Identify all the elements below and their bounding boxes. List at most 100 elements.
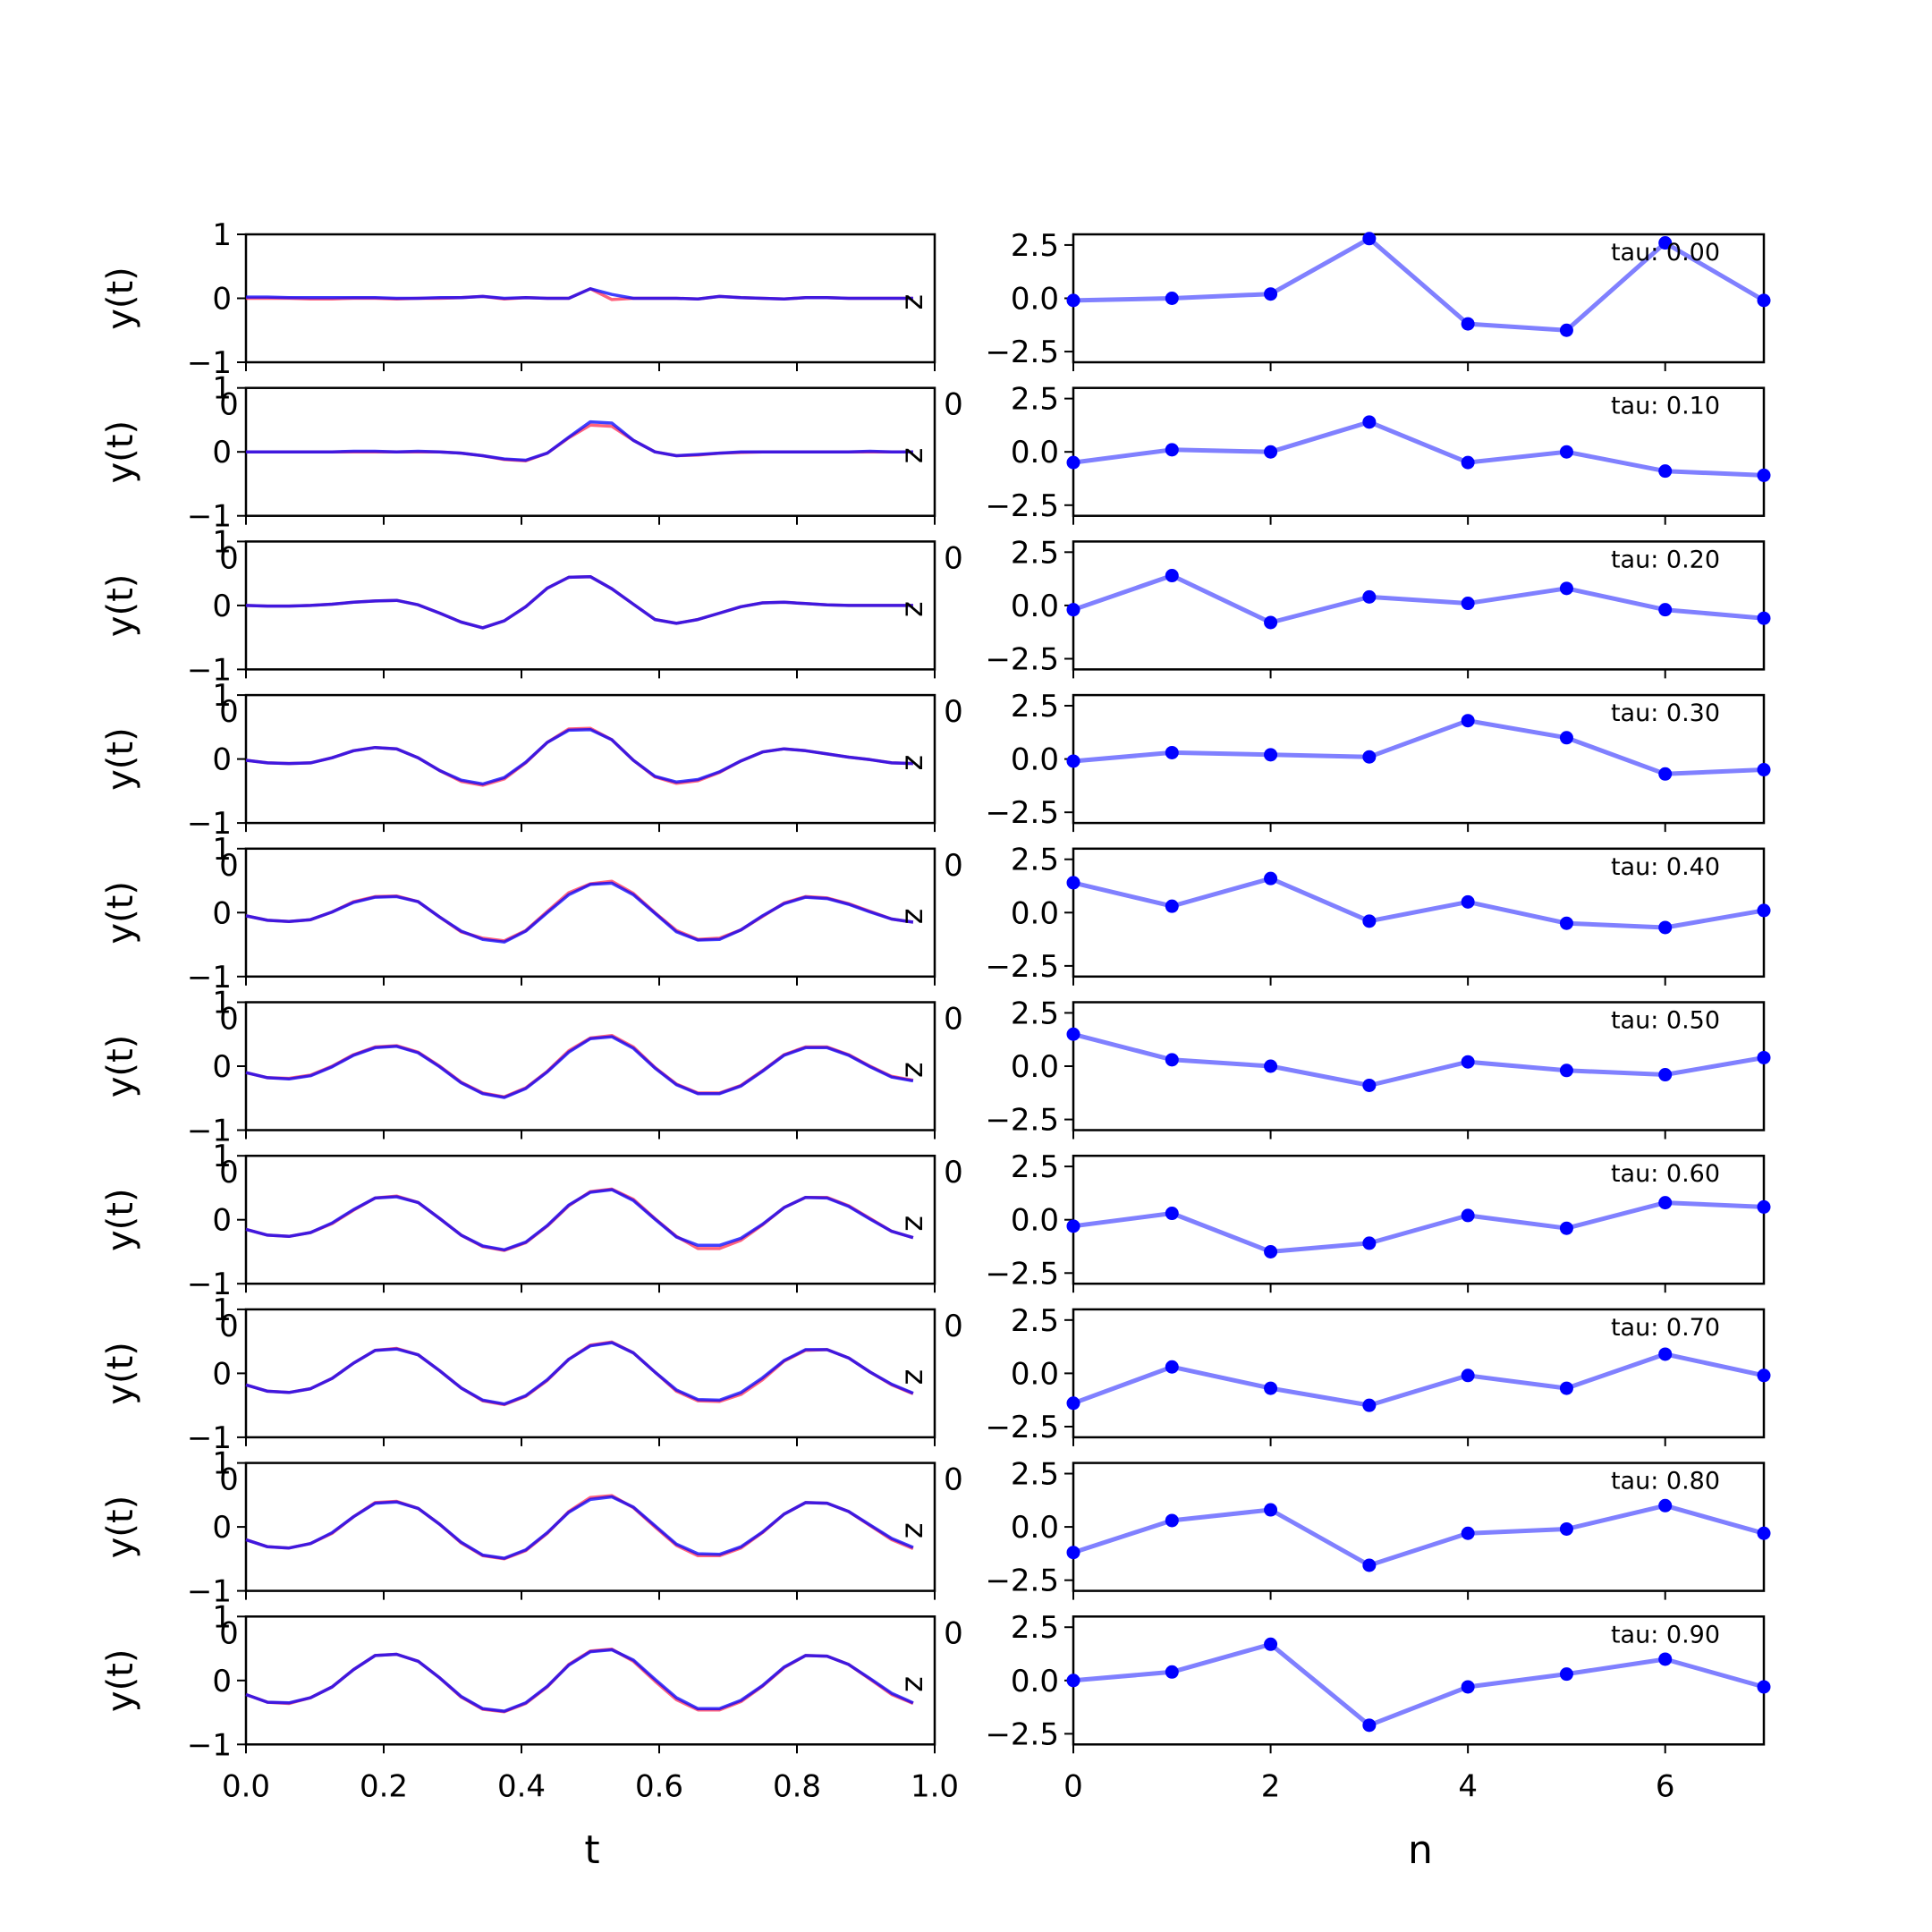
right-ytick-label: −2.5 [985, 1563, 1059, 1599]
coefficient-point [1066, 603, 1080, 617]
coefficient-line [1072, 236, 1766, 333]
coefficient-point [1559, 1667, 1573, 1682]
coefficient-point [1461, 1680, 1475, 1694]
right-ytick-label: 2.5 [1011, 843, 1059, 878]
left-ytick-label: −1 [187, 499, 232, 535]
coefficient-point [1362, 1078, 1377, 1092]
coefficient-point [1658, 603, 1673, 617]
prediction-line [245, 727, 913, 786]
coefficient-point [1559, 1221, 1573, 1235]
right-panel-6: 2.5 0.0 −2.5 tau: 0.60 [985, 1149, 1771, 1293]
coefficient-point [1264, 1503, 1278, 1517]
overlap-tick-label: 0 [219, 1309, 239, 1344]
left-y-axis-label: y(t) [100, 267, 141, 330]
right-panel-0: 2.5 0.0 −2.5 tau: 0.00 [985, 228, 1771, 371]
left-ytick-label: 1 [212, 986, 232, 1021]
coefficient-point [1757, 763, 1771, 777]
coefficient-line [1072, 573, 1765, 625]
left-ytick-label: 0 [212, 1664, 232, 1699]
coefficient-point [1658, 464, 1673, 479]
coefficient-point [1264, 445, 1278, 459]
coefficient-line [1072, 876, 1765, 930]
right-panel-4: 2.5 0.0 −2.5 tau: 0.40 [985, 843, 1771, 986]
coefficient-line [1072, 1200, 1765, 1254]
right-panel-2: 2.5 0.0 −2.5 tau: 0.20 [985, 535, 1771, 679]
coefficient-point [1461, 317, 1475, 331]
coefficient-point [1461, 1368, 1475, 1383]
left-ytick-label: 1 [212, 1292, 232, 1328]
left-y-axis-label: y(t) [100, 1035, 141, 1098]
overlap-tick-label: 0 [944, 1155, 963, 1191]
left-xtick-label: 0.2 [360, 1768, 408, 1804]
coefficient-point [1461, 1055, 1475, 1069]
tau-label: tau: 0.80 [1611, 1468, 1720, 1496]
overlap-tick-label: 0 [944, 694, 963, 730]
coefficient-point [1264, 748, 1278, 762]
overlap-tick-label: 0 [944, 1462, 963, 1498]
coefficient-point [1461, 894, 1475, 909]
coefficient-point [1658, 236, 1673, 250]
coefficient-point [1362, 1398, 1377, 1412]
left-ytick-label: 0 [212, 589, 232, 624]
overlap-tick-label: 0 [944, 1002, 963, 1038]
coefficient-point [1264, 1244, 1278, 1258]
coefficient-point [1658, 1347, 1673, 1361]
overlap-tick-label: 0 [219, 387, 239, 423]
tau-label: tau: 0.50 [1611, 1007, 1720, 1035]
left-ytick-label: 0 [212, 282, 232, 318]
right-panel-7: 2.5 0.0 −2.5 tau: 0.70 [985, 1303, 1771, 1446]
right-xtick-label: 0 [1063, 1768, 1083, 1804]
right-x-axis-label: n [1408, 1827, 1433, 1873]
overlap-tick-label: 0 [219, 694, 239, 730]
coefficient-line [1072, 1641, 1765, 1728]
coefficient-point [1658, 920, 1673, 935]
left-y-axis-label: y(t) [100, 1188, 141, 1251]
right-ytick-label: −2.5 [985, 1256, 1059, 1292]
right-ytick-label: 0.0 [1011, 1510, 1059, 1546]
left-ytick-label: −1 [187, 806, 232, 842]
panel-z-label: z [898, 1676, 934, 1692]
prediction-line [245, 1341, 914, 1406]
left-ytick-label: 1 [212, 524, 232, 560]
coefficient-point [1066, 1674, 1080, 1688]
right-ytick-label: −2.5 [985, 795, 1059, 831]
right-ytick-label: −2.5 [985, 1103, 1059, 1139]
right-ytick-label: 2.5 [1011, 689, 1059, 724]
tau-label: tau: 0.70 [1611, 1314, 1720, 1342]
coefficient-point [1165, 1665, 1179, 1679]
coefficient-point [1165, 1053, 1179, 1067]
coefficient-point [1362, 232, 1377, 246]
panel-z-label: z [898, 294, 934, 310]
prediction-line [246, 419, 913, 462]
coefficient-point [1264, 287, 1278, 301]
overlap-tick-label: 0 [219, 1462, 239, 1498]
left-y-axis-label: y(t) [100, 1649, 141, 1713]
coefficient-point [1658, 767, 1673, 781]
coefficient-point [1362, 914, 1377, 928]
right-ytick-label: 0.0 [1011, 1203, 1059, 1239]
coefficient-point [1066, 1546, 1080, 1560]
coefficient-point [1264, 1637, 1278, 1651]
coefficient-point [1757, 903, 1771, 918]
left-ytick-label: 1 [212, 1599, 232, 1635]
tau-label: tau: 0.40 [1611, 853, 1720, 881]
coefficient-point [1757, 468, 1771, 482]
left-ytick-label: 0 [212, 1049, 232, 1085]
coefficient-point [1165, 899, 1179, 913]
left-ytick-label: 0 [212, 1356, 232, 1392]
right-panel-9: 2.5 0.0 −2.50 2 4 6 tau: 0.90 [985, 1610, 1771, 1804]
panel-z-label: z [898, 447, 934, 463]
right-ytick-label: 2.5 [1011, 996, 1059, 1031]
coefficient-point [1461, 714, 1475, 728]
right-ytick-label: −2.5 [985, 1716, 1059, 1752]
left-ytick-label: −1 [187, 345, 232, 381]
left-y-axis-label: y(t) [100, 881, 141, 945]
prediction-line [245, 1495, 914, 1560]
coefficient-line [1072, 1352, 1765, 1408]
